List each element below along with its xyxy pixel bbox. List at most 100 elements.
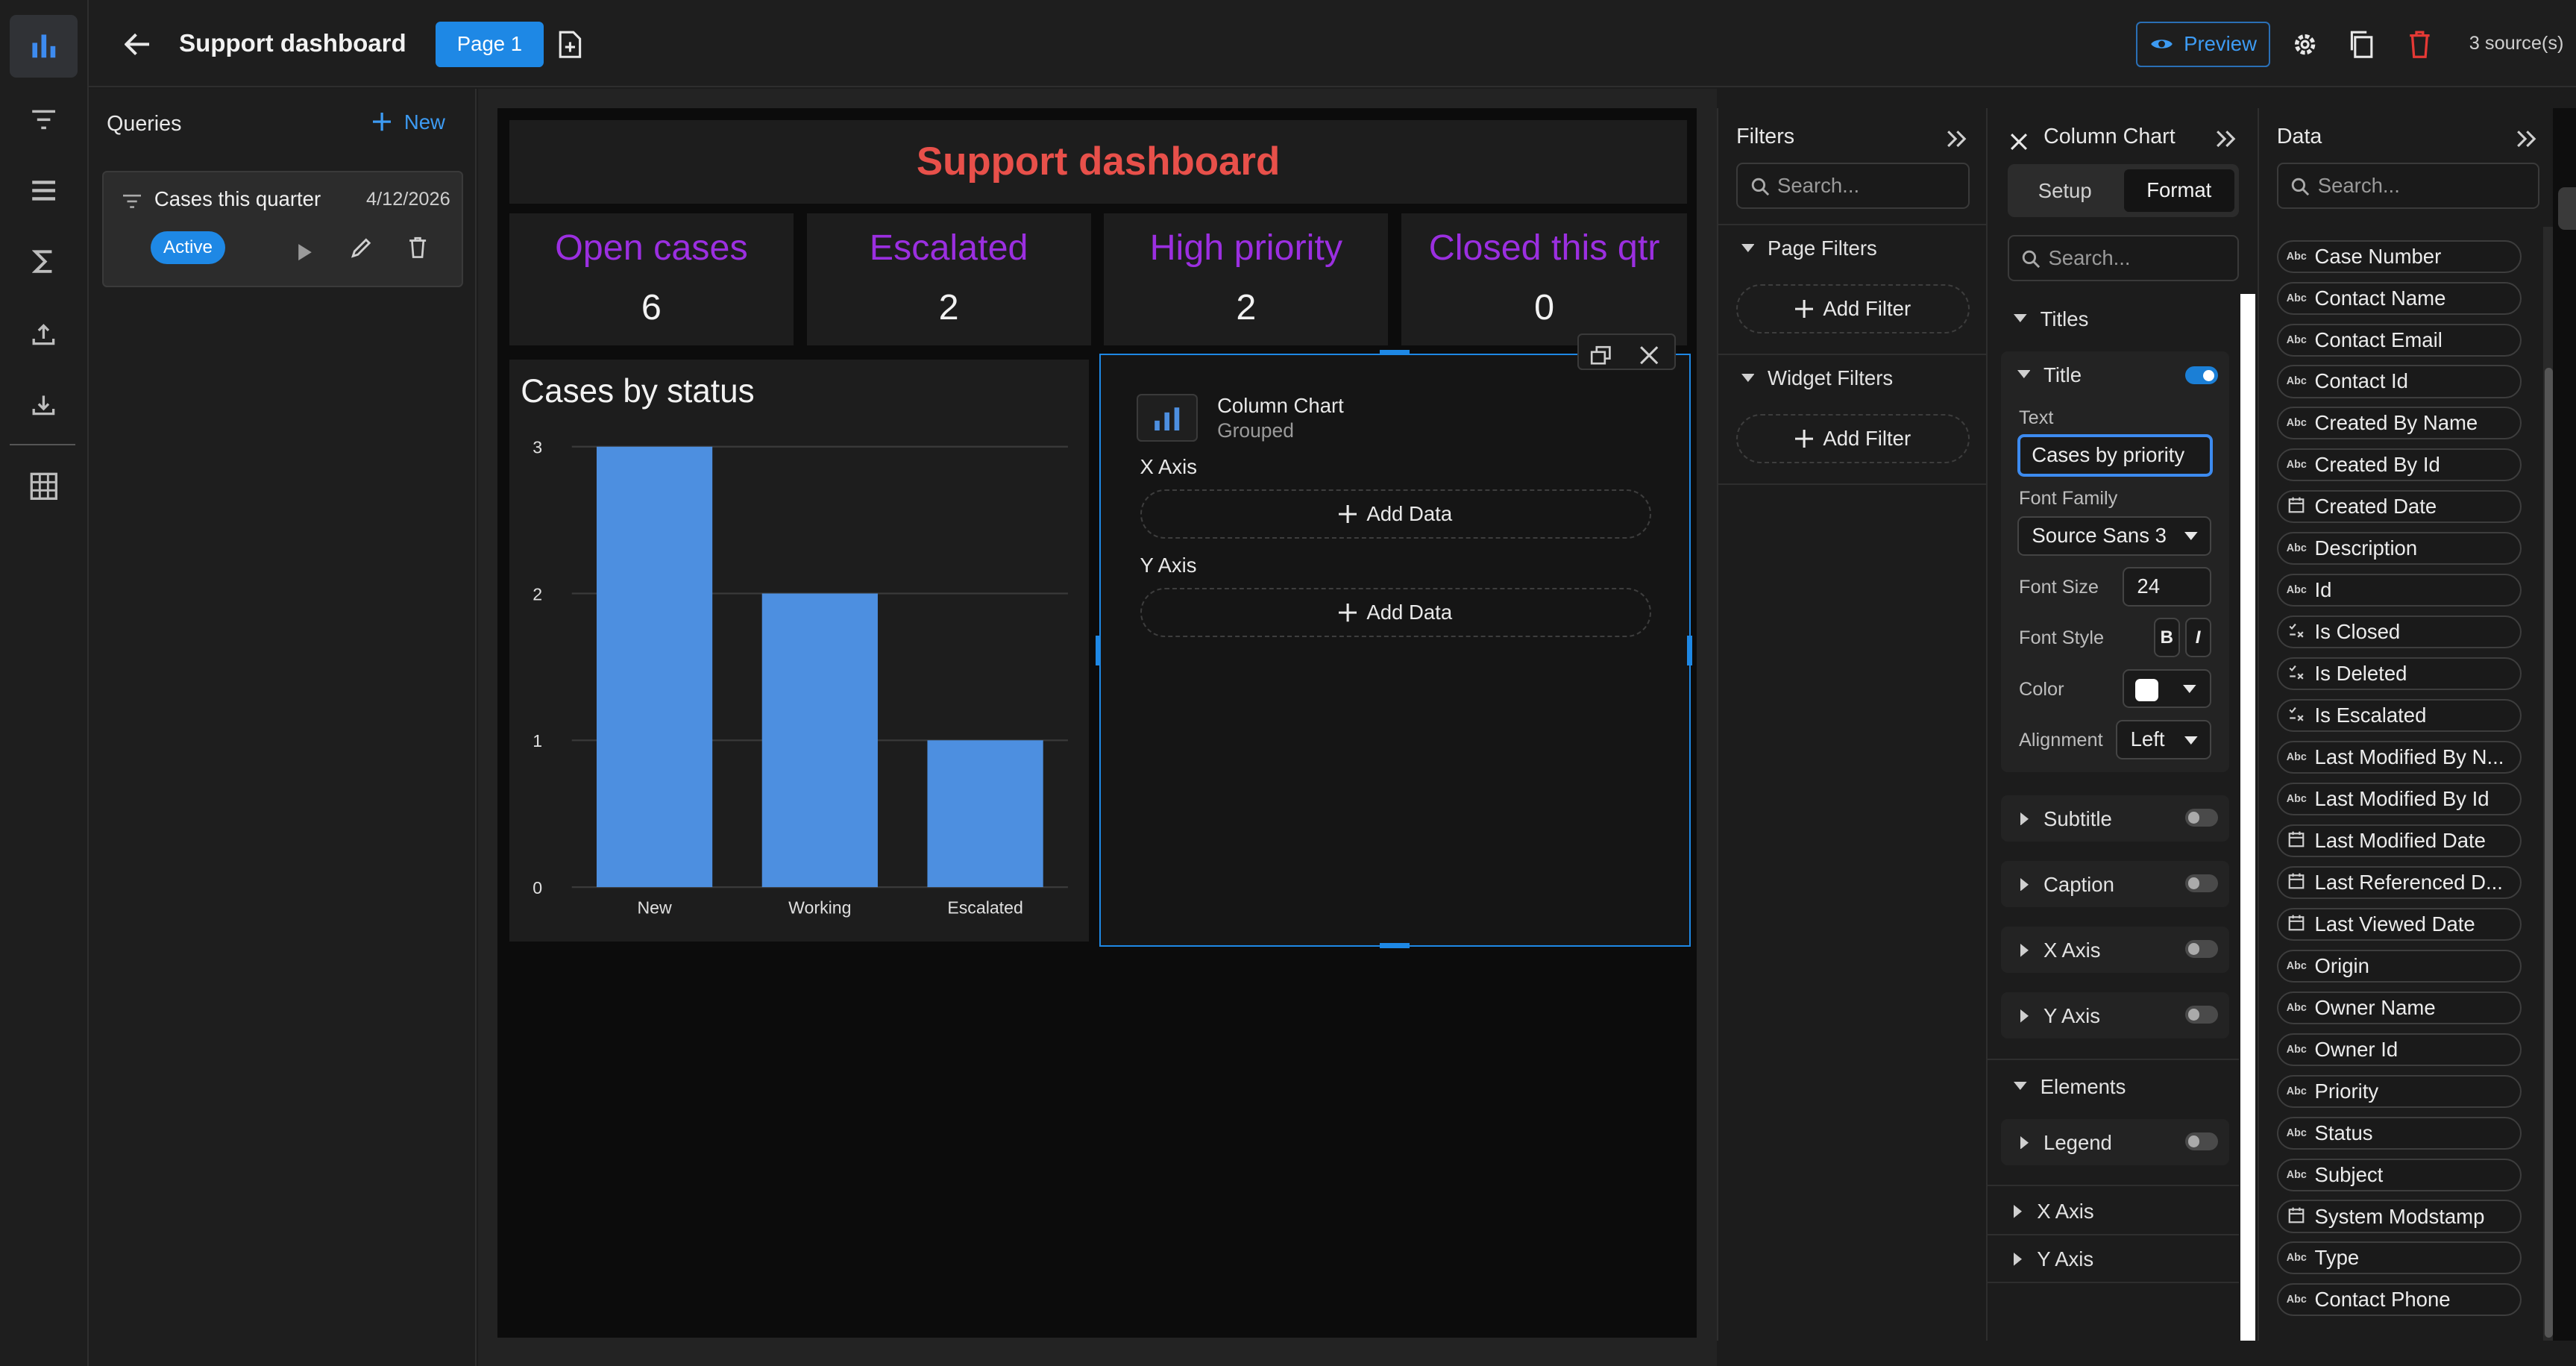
add-page-button[interactable] (556, 28, 585, 60)
edit-query-button[interactable] (351, 235, 374, 258)
kpi-high-priority[interactable]: High priority 2 (1104, 213, 1389, 345)
data-field-item[interactable]: Abc Contact Phone (2277, 1283, 2522, 1317)
font-size-input[interactable]: 24 (2122, 566, 2211, 607)
resize-handle-left[interactable] (1096, 636, 1101, 666)
data-field-item[interactable]: Is Escalated (2277, 699, 2522, 733)
data-field-item[interactable]: System Modstamp (2277, 1200, 2522, 1233)
format-scrollbar[interactable] (2240, 294, 2256, 1341)
page-filters-section[interactable]: Page Filters (1741, 236, 1877, 260)
caption-toggle[interactable] (2184, 874, 2218, 893)
page-tab[interactable]: Page 1 (435, 21, 544, 68)
x-axis-section[interactable]: X Axis (2014, 1200, 2094, 1224)
data-field-item[interactable]: Abc Owner Name (2277, 991, 2522, 1024)
expand-side-tab[interactable] (2557, 187, 2576, 231)
new-query-button[interactable]: New (373, 110, 445, 134)
color-picker[interactable] (2122, 668, 2211, 709)
x-axis-add-data-button[interactable]: Add Data (1140, 489, 1651, 539)
data-field-item[interactable]: Abc Last Modified By Id (2277, 782, 2522, 816)
widget-expand-button[interactable] (1590, 342, 1613, 365)
resize-handle-top[interactable] (1380, 350, 1410, 355)
title-subsection[interactable]: Title (2017, 363, 2082, 387)
collapse-format-button[interactable] (2216, 125, 2239, 148)
dashboards-nav-button[interactable] (10, 14, 78, 78)
data-search-input[interactable]: Search... (2276, 163, 2540, 209)
resize-handle-right[interactable] (1687, 636, 1692, 666)
data-field-item[interactable]: Last Viewed Date (2277, 907, 2522, 941)
y-axis-section[interactable]: Y Axis (2014, 1247, 2093, 1271)
data-field-item[interactable]: Is Deleted (2277, 657, 2522, 691)
query-card[interactable]: Cases this quarter 4/12/2026 Active (101, 171, 464, 288)
data-scrollbar-track[interactable] (2542, 226, 2555, 1341)
table-nav-button[interactable] (10, 455, 77, 518)
delete-query-button[interactable] (409, 235, 428, 258)
alignment-select[interactable]: Left (2115, 719, 2211, 759)
widget-filters-section[interactable]: Widget Filters (1741, 366, 1893, 390)
legend-toggle[interactable] (2184, 1132, 2218, 1150)
data-field-item[interactable]: Last Modified Date (2277, 824, 2522, 857)
cases-by-status-chart[interactable]: Cases by status 0 1 2 3 New Working Escalated (509, 360, 1090, 942)
data-field-item[interactable]: Abc Priority (2277, 1074, 2522, 1108)
y-axis-add-data-button[interactable]: Add Data (1140, 588, 1651, 638)
subtitle-section[interactable]: Subtitle (2020, 807, 2112, 831)
filters-search-input[interactable]: Search... (1736, 163, 1970, 209)
data-field-item[interactable]: Abc Created By Id (2277, 448, 2522, 482)
data-field-item[interactable]: Abc Id (2277, 574, 2522, 607)
kpi-closed-this-qtr[interactable]: Closed this qtr 0 (1401, 213, 1688, 345)
settings-button[interactable] (2290, 30, 2320, 60)
upload-nav-button[interactable] (10, 302, 77, 365)
x-axis-title-toggle[interactable] (2184, 939, 2218, 959)
resize-handle-bottom[interactable] (1380, 943, 1410, 948)
title-text-input[interactable]: Cases by priority (2017, 433, 2213, 477)
data-field-item[interactable]: Abc Case Number (2277, 239, 2522, 273)
add-widget-filter-button[interactable]: Add Filter (1736, 414, 1970, 464)
x-axis-title-section[interactable]: X Axis (2020, 939, 2101, 962)
dashboard-title-widget[interactable]: Support dashboard (509, 119, 1688, 204)
add-page-filter-button[interactable]: Add Filter (1736, 284, 1970, 334)
kpi-escalated[interactable]: Escalated 2 (806, 213, 1091, 345)
subtitle-toggle[interactable] (2184, 808, 2218, 827)
collapse-filters-button[interactable] (1947, 125, 1970, 148)
collapse-data-button[interactable] (2516, 125, 2539, 148)
title-toggle[interactable] (2184, 366, 2218, 385)
column-chart-widget-selected[interactable]: Column Chart Grouped X Axis Add Data Y A… (1099, 353, 1691, 947)
titles-section[interactable]: Titles (2014, 307, 2088, 331)
y-axis-title-section[interactable]: Y Axis (2020, 1004, 2100, 1028)
data-field-item[interactable]: Created Date (2277, 490, 2522, 524)
kpi-open-cases[interactable]: Open cases 6 (509, 213, 794, 345)
close-format-panel-button[interactable] (2011, 127, 2029, 150)
data-field-item[interactable]: Abc Subject (2277, 1158, 2522, 1191)
filters-nav-button[interactable] (10, 89, 77, 151)
data-scrollbar-thumb[interactable] (2544, 368, 2553, 1338)
delete-dashboard-button[interactable] (2405, 28, 2435, 60)
data-field-item[interactable]: Abc Status (2277, 1116, 2522, 1150)
formulas-nav-button[interactable] (10, 230, 77, 292)
data-field-item[interactable]: Is Closed (2277, 615, 2522, 649)
data-field-item[interactable]: Abc Owner Id (2277, 1033, 2522, 1066)
format-search-input[interactable]: Search... (2007, 234, 2240, 281)
data-field-item[interactable]: Abc Contact Id (2277, 365, 2522, 398)
data-field-item[interactable]: Abc Type (2277, 1241, 2522, 1275)
tab-setup[interactable]: Setup (2038, 178, 2092, 202)
bold-button[interactable]: B (2153, 618, 2180, 658)
tab-format[interactable]: Format (2123, 169, 2234, 213)
legend-section[interactable]: Legend (2020, 1131, 2112, 1155)
data-field-item[interactable]: Abc Last Modified By N... (2277, 741, 2522, 774)
duplicate-button[interactable] (2346, 28, 2376, 60)
data-field-item[interactable]: Abc Created By Name (2277, 407, 2522, 440)
widget-close-button[interactable] (1639, 342, 1662, 364)
data-field-item[interactable]: Abc Contact Email (2277, 323, 2522, 357)
y-axis-title-toggle[interactable] (2184, 1006, 2218, 1024)
font-family-select[interactable]: Source Sans 3 (2017, 516, 2211, 556)
elements-section[interactable]: Elements (2014, 1075, 2126, 1099)
data-field-item[interactable]: Abc Contact Name (2277, 281, 2522, 315)
preview-button[interactable]: Preview (2135, 21, 2271, 68)
back-button[interactable] (122, 28, 154, 60)
run-query-button[interactable] (297, 238, 316, 261)
italic-button[interactable]: I (2184, 618, 2211, 658)
download-nav-button[interactable] (10, 373, 77, 436)
data-field-item[interactable]: Last Referenced D... (2277, 865, 2522, 899)
caption-section[interactable]: Caption (2020, 873, 2114, 897)
list-nav-button[interactable] (10, 160, 77, 222)
data-field-item[interactable]: Abc Description (2277, 532, 2522, 565)
data-field-item[interactable]: Abc Origin (2277, 949, 2522, 983)
